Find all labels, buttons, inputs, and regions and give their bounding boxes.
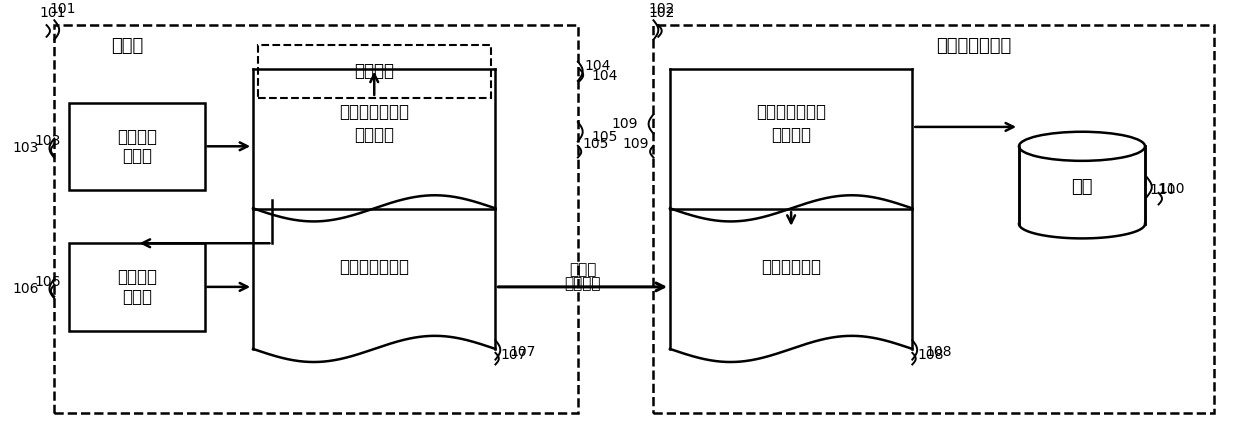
Ellipse shape bbox=[1019, 132, 1145, 161]
Text: 压缩算法: 压缩算法 bbox=[355, 126, 394, 144]
Text: 101: 101 bbox=[40, 6, 66, 20]
Text: 105: 105 bbox=[591, 130, 618, 144]
Text: 109: 109 bbox=[611, 117, 637, 131]
Text: 客户端: 客户端 bbox=[110, 37, 143, 56]
Text: 104: 104 bbox=[584, 59, 611, 73]
Text: 108: 108 bbox=[918, 348, 944, 362]
Text: 105: 105 bbox=[583, 137, 609, 151]
Bar bbox=[69, 243, 205, 330]
Text: 108: 108 bbox=[926, 345, 952, 359]
Text: 文件上传子程序: 文件上传子程序 bbox=[340, 259, 409, 276]
Text: 107: 107 bbox=[500, 348, 527, 362]
Text: 文件列表: 文件列表 bbox=[355, 62, 394, 80]
Text: 文件压缩: 文件压缩 bbox=[117, 128, 156, 145]
Text: 103: 103 bbox=[35, 134, 61, 148]
Text: 文件及: 文件及 bbox=[569, 262, 596, 277]
Text: 解压算法: 解压算法 bbox=[771, 126, 811, 144]
Text: 102: 102 bbox=[649, 6, 675, 20]
Text: 102: 102 bbox=[649, 3, 675, 17]
Bar bbox=[55, 25, 578, 413]
Text: 109: 109 bbox=[622, 137, 649, 151]
Text: 网络存储服务器: 网络存储服务器 bbox=[936, 37, 1011, 56]
Text: 107: 107 bbox=[508, 345, 536, 359]
Text: 110: 110 bbox=[1158, 182, 1185, 196]
Text: 文件接收服务: 文件接收服务 bbox=[761, 259, 821, 276]
Text: 配置表: 配置表 bbox=[122, 147, 151, 165]
Text: 类型信息: 类型信息 bbox=[564, 276, 601, 291]
Text: 110: 110 bbox=[1149, 183, 1177, 197]
Text: 106: 106 bbox=[35, 275, 62, 289]
Text: 传队列: 传队列 bbox=[122, 287, 151, 306]
Text: 文件待上: 文件待上 bbox=[117, 268, 156, 286]
Bar bbox=[69, 103, 205, 190]
Bar bbox=[258, 45, 491, 98]
Text: 基于文件类型的: 基于文件类型的 bbox=[340, 103, 409, 121]
Text: 存储: 存储 bbox=[1071, 178, 1092, 196]
Bar bbox=[653, 25, 1214, 413]
Text: 104: 104 bbox=[591, 69, 618, 83]
Text: 基于文件类型的: 基于文件类型的 bbox=[756, 103, 826, 121]
Text: 106: 106 bbox=[12, 282, 38, 296]
Text: 103: 103 bbox=[12, 141, 38, 155]
Bar bbox=[1019, 146, 1145, 224]
Text: 101: 101 bbox=[50, 3, 76, 17]
